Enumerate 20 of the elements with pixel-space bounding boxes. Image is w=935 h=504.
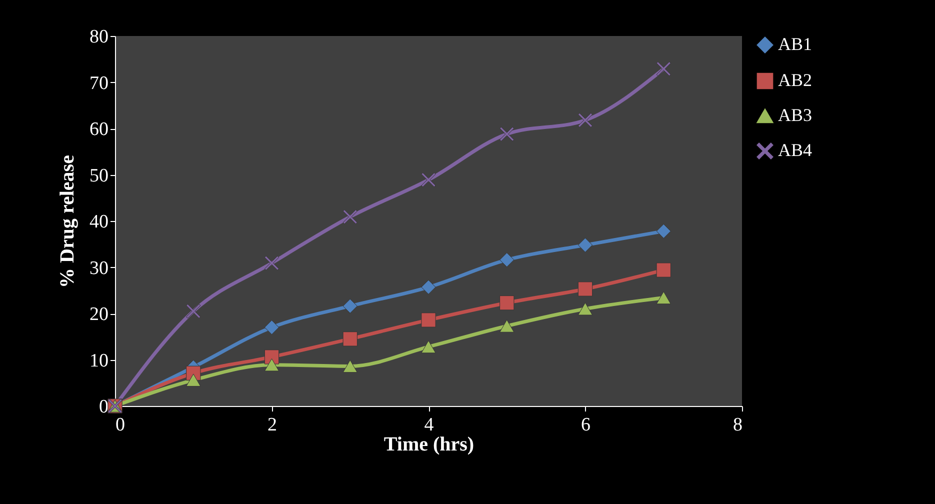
legend-label: AB2 [778,70,812,90]
x-tick-label: 0 [116,414,125,436]
y-tick-label: 60 [90,119,108,140]
y-tick-label: 20 [90,304,108,325]
x-axis-title: Time (hrs) [384,434,474,456]
y-tick-label: 80 [90,26,108,48]
y-tick-label: 30 [90,258,108,279]
x-tick-label: 8 [733,414,742,436]
x-tick-label: 2 [268,414,277,436]
y-tick-label: 10 [90,350,108,372]
y-tick-label: 70 [90,72,108,94]
y-tick-label: 50 [90,165,108,186]
y-axis-title: % Drug release [56,154,78,288]
legend-label: AB4 [778,140,812,160]
y-tick-label: 0 [99,396,108,418]
y-tick-label: 40 [90,212,108,232]
x-tick-label: 6 [581,414,590,436]
x-tick-label: 4 [424,414,434,436]
legend-label: AB1 [778,34,812,54]
legend-label: AB3 [778,105,812,125]
